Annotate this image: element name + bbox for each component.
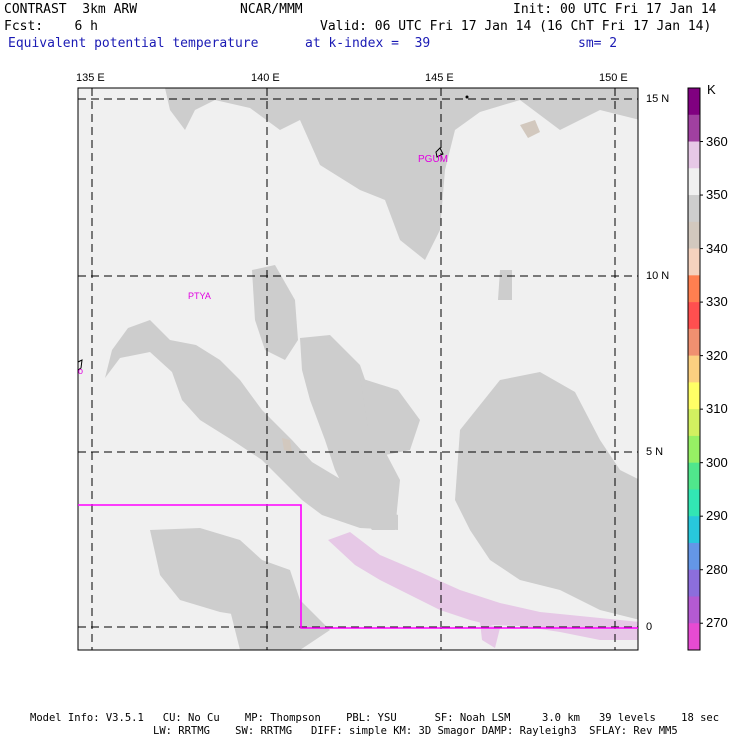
colorbar-tick-label: 330: [706, 294, 728, 310]
colorbar-swatch: [688, 195, 700, 223]
level-label: at k-index = 39: [305, 36, 431, 51]
lon-label-135e: 135 E: [76, 72, 105, 84]
island-outline-west: [77, 359, 83, 371]
theta-e-band-350-southern-edge: [230, 600, 330, 650]
island-outline-guam: [435, 147, 444, 158]
colorbar-swatch: [688, 168, 700, 196]
model-info-line-1: Model Info: V3.5.1 CU: No Cu MP: Thompso…: [30, 712, 720, 724]
place-label-fragment: o: [78, 366, 83, 376]
colorbar-swatch: [688, 382, 700, 410]
colorbar-swatch: [688, 88, 700, 116]
colorbar-swatch: [688, 248, 700, 276]
lat-label-0: 0: [646, 621, 653, 633]
colorbar-swatch: [688, 141, 700, 169]
colorbar-swatch: [688, 516, 700, 544]
map-frame: [77, 87, 639, 651]
place-label-pgum: PGUM: [418, 154, 448, 165]
lon-label-140e: 140 E: [251, 72, 280, 84]
colorbar: [687, 87, 703, 651]
theta-e-band-350-southeast: [455, 372, 638, 620]
model-info-line-2: LW: RRTMG SW: RRTMG DIFF: simple KM: 3D …: [153, 725, 678, 737]
island-dot: [465, 95, 469, 99]
colorbar-swatch: [688, 489, 700, 517]
place-label-ptya: PTYA: [188, 291, 211, 301]
colorbar-swatch: [688, 114, 700, 142]
colorbar-swatch: [688, 435, 700, 463]
forecast-hour: Fcst: 6 h: [4, 19, 98, 34]
init-time: Init: 00 UTC Fri 17 Jan 14: [513, 2, 717, 17]
colorbar-swatch: [688, 542, 700, 571]
theta-e-band-350-east: [360, 378, 420, 455]
field-name: Equivalent potential temperature: [8, 36, 259, 51]
lon-label-145e: 145 E: [425, 72, 454, 84]
colorbar-swatch: [688, 409, 700, 437]
organization-label: NCAR/MMM: [240, 2, 303, 17]
theta-e-band-350-west: [105, 320, 398, 530]
colorbar-swatch: [688, 569, 700, 597]
colorbar-tick-label: 340: [706, 240, 728, 256]
valid-time: Valid: 06 UTC Fri 17 Jan 14 (16 ChT Fri …: [320, 19, 712, 34]
colorbar-swatch: [688, 328, 700, 356]
theta-e-band-270-south: [328, 532, 638, 640]
lat-label-10n: 10 N: [646, 270, 670, 282]
colorbar-frame: [687, 87, 701, 651]
colorbar-swatch: [688, 596, 700, 624]
colorbar-tick-label: 350: [706, 187, 728, 203]
theta-e-band-350-north-island: [498, 270, 512, 300]
colorbar-swatch: [688, 623, 700, 651]
colorbar-unit: K: [707, 82, 716, 97]
colorbar-tick-label: 310: [706, 401, 728, 417]
colorbar-tick-label: 320: [706, 347, 728, 363]
theta-e-band-350-south: [150, 528, 300, 620]
theta-e-band-355-central: [282, 438, 292, 452]
colorbar-swatch: [688, 462, 700, 490]
lat-label-5n: 5 N: [646, 446, 664, 458]
colorbar-tick-label: 290: [706, 508, 728, 524]
domain-boundary: [78, 504, 638, 629]
lat-label-15n: 15 N: [646, 93, 670, 105]
colorbar-swatch: [688, 275, 700, 303]
colorbar-tick-label: 360: [706, 133, 728, 149]
colorbar-tick-label: 270: [706, 615, 728, 631]
model-title: CONTRAST 3km ARW: [4, 2, 138, 17]
colorbar-tick-label: 280: [706, 561, 728, 577]
colorbar-tick-label: 300: [706, 454, 728, 470]
theta-e-band-350-central: [300, 335, 400, 530]
colorbar-swatch: [688, 302, 700, 330]
colorbar-swatch: [688, 221, 700, 249]
graticule: [78, 88, 638, 650]
colorbar-swatch: [688, 355, 700, 383]
theta-e-band-350-island: [252, 265, 298, 360]
smoothing-label: sm= 2: [578, 36, 618, 51]
theta-e-band-355-east: [520, 120, 540, 138]
theta-e-band-350-north: [165, 88, 638, 260]
lon-label-150e: 150 E: [599, 72, 628, 84]
